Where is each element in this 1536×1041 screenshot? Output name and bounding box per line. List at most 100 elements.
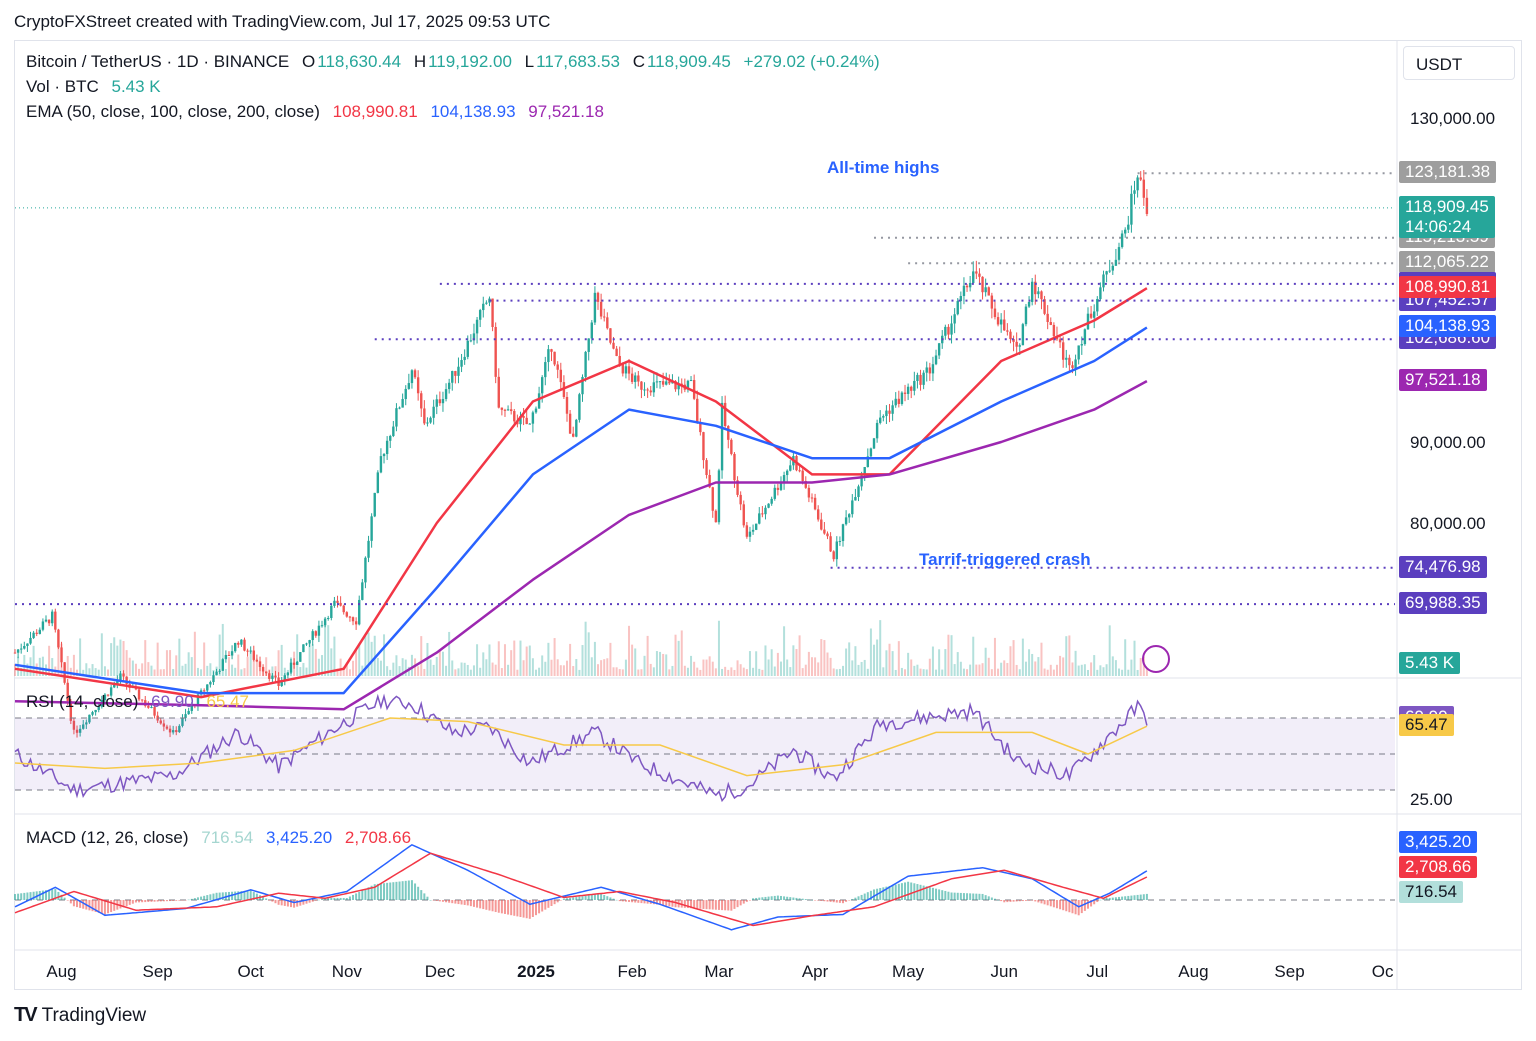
macd-hist-bar: [1049, 900, 1052, 907]
volume-bar: [665, 654, 668, 676]
volume-bar: [215, 666, 218, 676]
macd-hist-bar: [600, 893, 603, 900]
macd-hist-bar: [928, 887, 931, 900]
macd-hist-bar: [1124, 896, 1127, 900]
candle-body: [308, 640, 311, 644]
volume-bar: [525, 646, 528, 676]
volume-bar: [476, 644, 479, 676]
candle-body: [339, 602, 342, 606]
candle-body: [26, 643, 29, 647]
macd-hist-bar: [17, 893, 20, 900]
candle-body: [252, 650, 255, 660]
volume-bar: [882, 667, 885, 676]
ema50-value: 108,990.81: [332, 102, 418, 121]
macd-hist-bar: [916, 884, 919, 900]
candle-body: [599, 301, 603, 317]
macd-hist-bar: [190, 898, 193, 900]
macd-hist-bar: [507, 900, 510, 915]
macd-hist-bar: [79, 900, 82, 908]
candle-body: [410, 370, 414, 384]
candle-body: [996, 317, 1000, 325]
macd-hist-bar: [671, 900, 674, 907]
candle-body: [584, 351, 587, 377]
crash-annotation: Tarrif-triggered crash: [919, 550, 1091, 569]
candle-body: [447, 382, 451, 390]
macd-hist-bar: [739, 900, 742, 906]
macd-hist-bar: [1096, 900, 1099, 903]
candle-body: [209, 682, 212, 685]
macd-hist-bar: [26, 892, 29, 900]
symbol-title: Bitcoin / TetherUS · 1D · BINANCE: [26, 52, 290, 71]
volume-bar: [342, 666, 345, 676]
volume-bar: [1046, 669, 1049, 676]
volume-bar: [482, 652, 485, 676]
macd-hist-bar: [82, 900, 85, 909]
macd-hist-bar: [423, 893, 426, 900]
chart-frame[interactable]: [14, 40, 1522, 990]
volume-bar: [249, 651, 252, 676]
candle-body: [469, 340, 473, 342]
macd-hist-bar: [352, 894, 355, 900]
volume-bar: [268, 669, 271, 676]
volume-bar: [60, 643, 63, 676]
candle-body: [866, 456, 870, 468]
candle-body: [879, 417, 882, 423]
candle-body: [913, 380, 916, 391]
volume-bar: [134, 663, 137, 676]
volume-bar: [1003, 660, 1006, 676]
macd-hist-bar: [1003, 900, 1006, 903]
volume-bar: [1121, 669, 1124, 676]
candle-body: [103, 694, 107, 700]
macd-hist-bar: [497, 900, 500, 913]
candle-body: [382, 454, 386, 457]
candle-body: [739, 494, 742, 505]
macd-hist-bar: [500, 900, 503, 914]
volume-bar: [612, 667, 615, 676]
macd-hist-bar: [398, 881, 401, 900]
candle-body: [854, 497, 857, 501]
macd-hist-bar: [330, 897, 333, 900]
high-value: 119,192.00: [428, 52, 512, 71]
volume-bar: [355, 648, 358, 676]
volume-bar: [708, 656, 711, 676]
currency-selector[interactable]: USDT: [1403, 46, 1515, 80]
candle-body: [41, 621, 45, 630]
macd-hist-bar: [203, 895, 206, 900]
volume-bar: [1114, 660, 1117, 676]
volume-bar: [479, 667, 482, 676]
macd-hist-bar: [451, 900, 454, 904]
macd-hist-bar: [1111, 897, 1114, 900]
volume-bar: [798, 635, 801, 676]
macd-hist-bar: [634, 900, 637, 903]
volume-bar: [212, 669, 215, 676]
volume-bar: [842, 665, 844, 676]
volume-bar: [165, 650, 168, 676]
macd-hist-bar: [696, 900, 699, 909]
volume-bar: [497, 641, 500, 676]
macd-hist-bar: [1000, 900, 1003, 902]
macd-hist-bar: [429, 900, 432, 901]
candle-body: [891, 405, 894, 414]
macd-hist-bar: [854, 897, 857, 900]
volume-bar: [590, 657, 593, 676]
macd-hist-bar: [314, 900, 317, 901]
candle-body: [872, 438, 876, 449]
volume-bar: [817, 662, 820, 676]
candle-body: [119, 673, 122, 681]
macd-hist-bar: [686, 900, 689, 909]
macd-hist-bar: [786, 896, 789, 900]
macd-hist-bar: [246, 890, 249, 900]
tradingview-footer[interactable]: TV TradingView: [14, 1004, 146, 1027]
candle-body: [478, 310, 482, 320]
candle-body: [444, 389, 448, 400]
candle-body: [227, 654, 231, 656]
volume-bar: [252, 655, 255, 676]
candle-body: [531, 412, 535, 424]
candle-body: [94, 709, 97, 713]
volume-bar: [634, 648, 637, 676]
macd-hist-bar: [758, 897, 761, 900]
candle-body: [1080, 344, 1083, 346]
candle-body: [702, 432, 705, 461]
volume-price-label: 5.43 K: [1399, 652, 1461, 674]
